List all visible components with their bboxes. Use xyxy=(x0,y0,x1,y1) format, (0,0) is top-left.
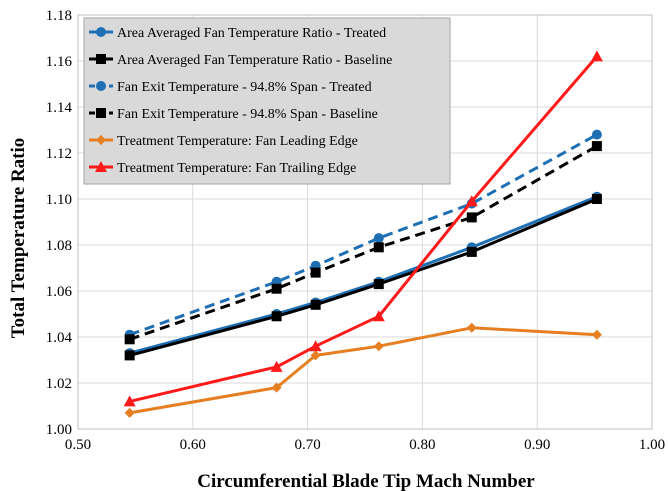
data-point-marker xyxy=(373,279,384,290)
legend-box xyxy=(83,17,451,185)
x-axis-title: Circumferential Blade Tip Mach Number xyxy=(197,471,535,491)
series-line xyxy=(129,144,598,341)
legend-entry: Treatment Temperature: Fan Trailing Edge xyxy=(89,161,356,176)
legend-label: Area Averaged Fan Temperature Ratio - Tr… xyxy=(117,26,386,41)
x-tick-label: 0.90 xyxy=(524,437,550,453)
data-point-marker xyxy=(310,299,321,310)
y-axis-title: Total Temperature Ratio xyxy=(8,138,29,339)
legend-entry: Fan Exit Temperature - 94.8% Span - Trea… xyxy=(89,80,372,95)
data-point-marker xyxy=(95,161,107,172)
data-point-marker xyxy=(96,135,106,145)
series-4 xyxy=(124,141,602,345)
data-point-marker xyxy=(465,195,478,207)
y-tick-label: 1.16 xyxy=(46,54,73,70)
legend-entry: Treatment Temperature: Fan Leading Edge xyxy=(89,134,358,149)
data-point-marker xyxy=(591,141,602,152)
y-tick-label: 1.10 xyxy=(46,192,72,208)
data-point-marker xyxy=(372,310,385,322)
data-point-marker xyxy=(96,54,106,64)
data-point-marker xyxy=(309,340,322,352)
y-tick-label: 1.14 xyxy=(46,100,73,116)
y-tick-label: 1.00 xyxy=(46,422,72,438)
data-point-marker xyxy=(124,334,135,345)
series-line xyxy=(129,55,599,403)
series-line xyxy=(129,133,598,337)
x-tick-label: 0.80 xyxy=(409,437,435,453)
legend-label: Fan Exit Temperature - 94.8% Span - Base… xyxy=(117,107,378,122)
y-tick-label: 1.04 xyxy=(46,330,73,346)
data-point-marker xyxy=(373,233,384,244)
y-tick-label: 1.02 xyxy=(46,376,72,392)
legend-entry: Fan Exit Temperature - 94.8% Span - Base… xyxy=(89,107,378,122)
legend-entry: Area Averaged Fan Temperature Ratio - Ba… xyxy=(89,53,392,68)
legend-label: Fan Exit Temperature - 94.8% Span - Trea… xyxy=(117,80,372,95)
series-6 xyxy=(123,50,603,407)
legend-entry: Area Averaged Fan Temperature Ratio - Tr… xyxy=(89,26,386,41)
data-point-marker xyxy=(270,360,283,372)
series-layer xyxy=(123,50,603,418)
series-5 xyxy=(124,322,602,418)
y-tick-label: 1.12 xyxy=(46,146,72,162)
data-point-marker xyxy=(124,407,135,418)
series-line xyxy=(129,326,597,415)
data-point-marker xyxy=(373,341,384,352)
data-point-marker xyxy=(466,322,477,333)
series-1 xyxy=(124,191,602,359)
data-point-marker xyxy=(124,350,135,361)
data-point-marker xyxy=(373,242,384,253)
data-point-marker xyxy=(591,129,602,140)
legend: Area Averaged Fan Temperature Ratio - Tr… xyxy=(83,17,451,185)
data-point-marker xyxy=(590,50,603,62)
series-2 xyxy=(124,194,602,361)
data-point-marker xyxy=(310,350,321,361)
data-point-marker xyxy=(310,267,321,278)
data-point-marker xyxy=(96,108,106,118)
data-point-marker xyxy=(591,329,602,340)
legend-label: Treatment Temperature: Fan Leading Edge xyxy=(117,134,358,149)
x-tick-label: 0.60 xyxy=(180,437,206,453)
x-tick-label: 0.50 xyxy=(65,437,91,453)
x-tick-label: 0.70 xyxy=(294,437,320,453)
axes: 1.00 1.02 1.04 1.06 1.08 1.10 1.12 1.14 1.16 1.18… xyxy=(46,8,665,453)
y-tick-label: 1.08 xyxy=(46,238,72,254)
data-point-marker xyxy=(96,81,106,91)
data-point-marker xyxy=(466,246,477,257)
data-point-marker xyxy=(271,283,282,294)
plot-frame xyxy=(77,14,653,430)
y-tick-label: 1.18 xyxy=(46,8,72,24)
series-line xyxy=(129,195,598,355)
legend-label: Area Averaged Fan Temperature Ratio - Ba… xyxy=(117,53,392,68)
data-point-marker xyxy=(466,212,477,223)
data-point-marker xyxy=(271,382,282,393)
series-line xyxy=(129,197,598,357)
y-tick-label: 1.06 xyxy=(46,284,73,300)
data-point-marker xyxy=(123,395,136,407)
x-tick-label: 1.00 xyxy=(639,437,665,453)
data-point-marker xyxy=(96,27,106,37)
data-point-marker xyxy=(271,311,282,322)
legend-label: Treatment Temperature: Fan Trailing Edge xyxy=(117,161,356,176)
data-point-marker xyxy=(591,194,602,204)
